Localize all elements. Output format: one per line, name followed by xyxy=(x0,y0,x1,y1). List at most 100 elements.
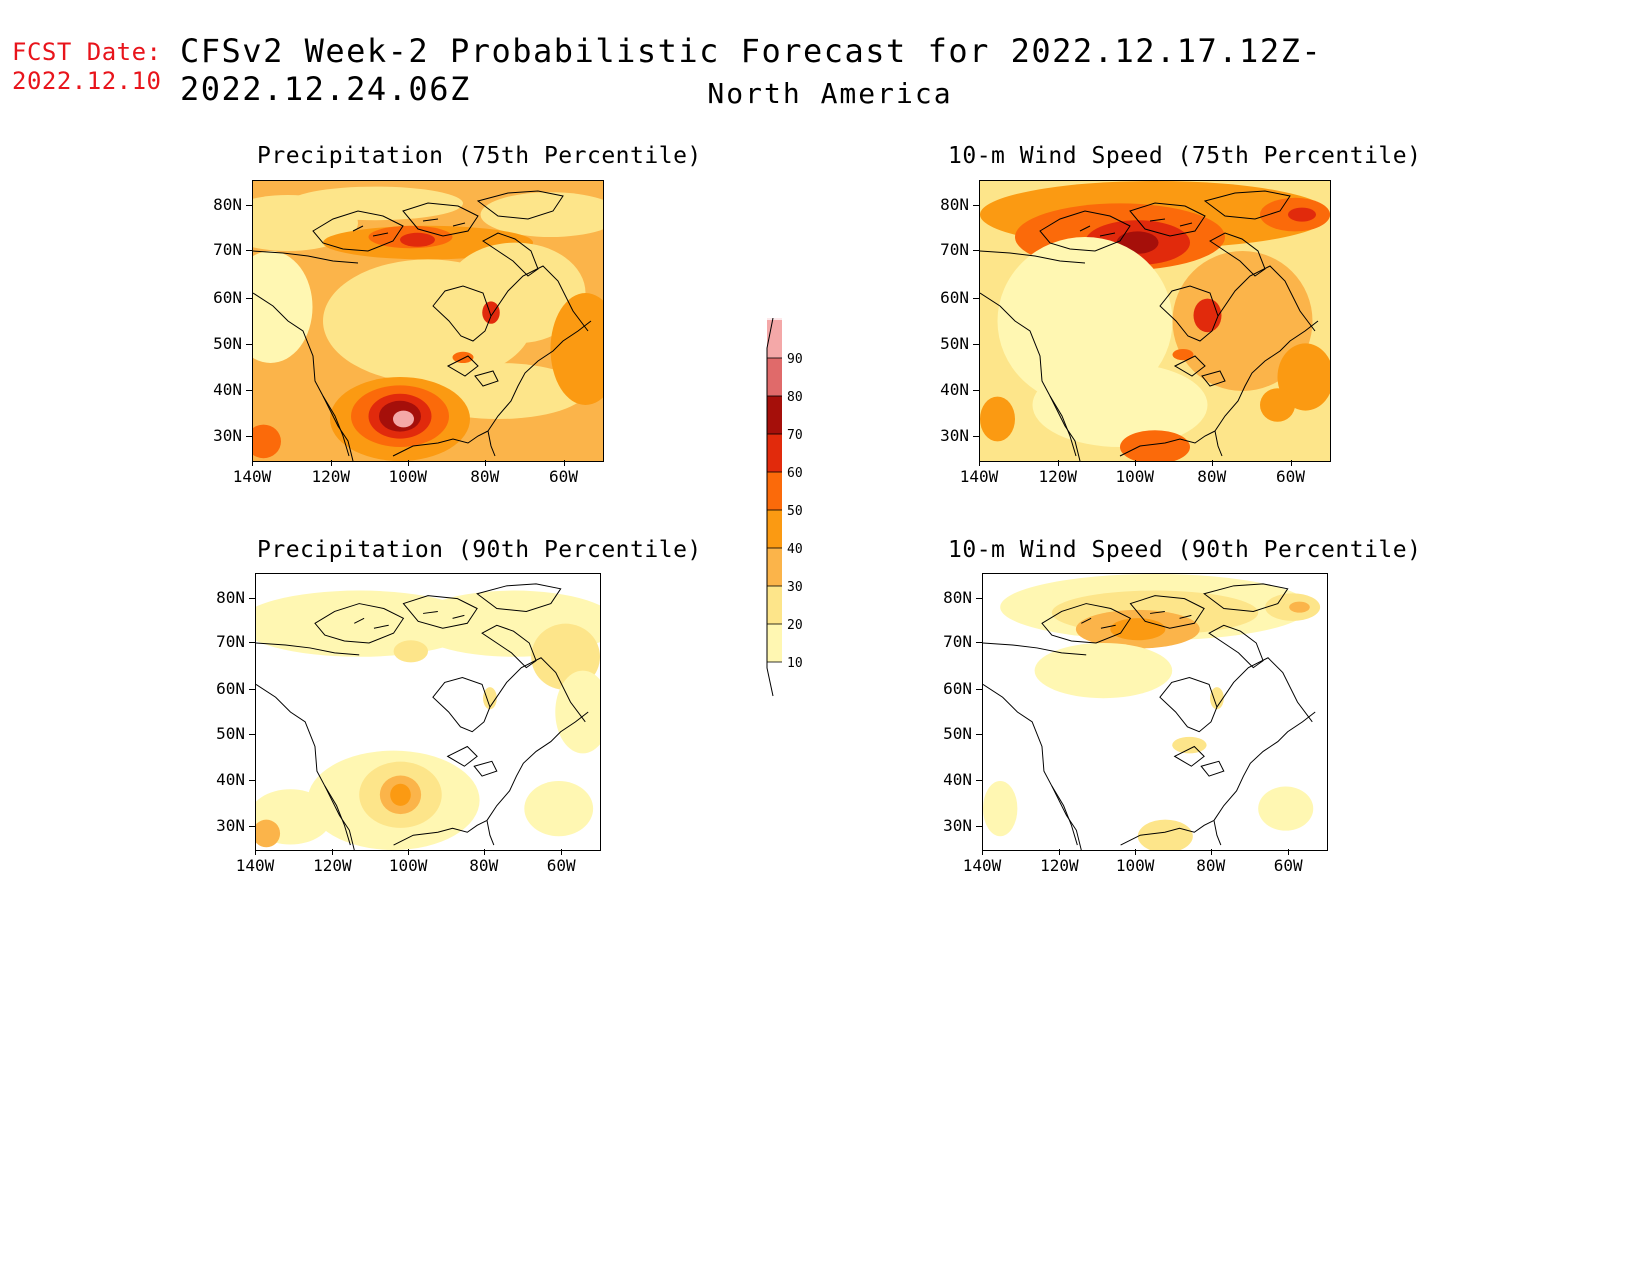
coastline-segment xyxy=(432,676,491,733)
probability-shading xyxy=(524,781,594,837)
colorbar-tick-label: 70 xyxy=(787,428,803,443)
longitude-label: 100W xyxy=(1115,856,1155,875)
latitude-label: 50N xyxy=(940,333,969,353)
longitude-tick xyxy=(561,849,563,855)
longitude-tick xyxy=(1210,849,1212,855)
longitude-label: 80W xyxy=(470,467,500,486)
colorbar-tick-label: 80 xyxy=(787,390,803,405)
longitude-label: 60W xyxy=(546,856,576,875)
latitude-label: 50N xyxy=(216,724,245,744)
longitude-tick xyxy=(483,849,485,855)
coastline-segment xyxy=(1129,202,1206,237)
longitude-tick xyxy=(408,849,410,855)
latitude-tick xyxy=(249,688,255,690)
coastline-segment xyxy=(446,745,498,777)
colorbar: 10 20 30 40 50 60 70 80 90 xyxy=(765,282,825,698)
latitude-label: 30N xyxy=(940,426,969,446)
longitude-label: 120W xyxy=(1038,467,1078,486)
latitude-label: 80N xyxy=(216,587,245,607)
coastline-segment xyxy=(1173,745,1225,777)
latitude-label: 80N xyxy=(943,587,972,607)
coastline-segment xyxy=(1214,320,1319,457)
coastline-segment xyxy=(476,190,564,220)
coastline-segment xyxy=(253,250,359,264)
probability-shading xyxy=(256,819,281,848)
longitude-tick xyxy=(1288,849,1290,855)
latitude-label: 70N xyxy=(213,240,242,259)
latitude-label: 70N xyxy=(943,632,972,651)
coastline-segment xyxy=(1209,232,1266,277)
probability-shading xyxy=(1137,819,1193,850)
coastline-segment xyxy=(481,624,537,669)
coastline-segment xyxy=(432,285,492,342)
longitude-label: 60W xyxy=(1273,856,1303,875)
coastline-segment xyxy=(1173,355,1226,387)
colorbar-swatch xyxy=(767,586,782,624)
latitude-label: 30N xyxy=(943,815,972,835)
probability-shading xyxy=(1258,786,1314,831)
latitude-label: 60N xyxy=(213,287,242,307)
coastline-segment xyxy=(1049,395,1077,457)
probability-shading xyxy=(1172,736,1207,754)
latitude-tick xyxy=(973,436,979,438)
latitude-label: 40N xyxy=(943,770,972,789)
longitude-tick xyxy=(1057,460,1059,466)
probability-shading xyxy=(390,783,411,806)
latitude-tick xyxy=(976,597,982,599)
precip-75-map xyxy=(252,180,604,462)
coastline-segment xyxy=(1203,190,1291,220)
latitude-label: 60N xyxy=(940,287,969,307)
latitude-tick xyxy=(973,343,979,345)
coastline-segment xyxy=(324,785,351,846)
latitude-tick xyxy=(249,642,255,643)
probability-shading xyxy=(1289,601,1310,613)
coastline xyxy=(983,583,1316,850)
colorbar-tick-label: 10 xyxy=(787,656,803,671)
longitude-label: 120W xyxy=(313,856,352,875)
colorbar-swatch xyxy=(767,282,782,320)
colorbar-outline xyxy=(766,317,774,697)
panel-title: Precipitation (90th Percentile) xyxy=(257,537,702,563)
probability-shading xyxy=(1288,207,1316,222)
coastline-segment xyxy=(1039,210,1131,252)
latitude-tick xyxy=(973,297,979,299)
probability-shading xyxy=(1172,251,1313,391)
longitude-label: 80W xyxy=(1197,467,1227,486)
coastline-segment xyxy=(1081,610,1192,629)
longitude-label: 100W xyxy=(388,467,428,486)
coastline-segment xyxy=(392,430,489,457)
latitude-tick xyxy=(976,734,982,736)
probability-shading xyxy=(1110,618,1166,641)
longitude-tick xyxy=(1211,460,1213,466)
latitude-tick xyxy=(973,250,979,251)
coastline-segment xyxy=(1051,785,1078,846)
panel-title: 10-m Wind Speed (90th Percentile) xyxy=(948,537,1422,563)
latitude-tick xyxy=(976,780,982,781)
latitude-tick xyxy=(976,688,982,690)
latitude-tick xyxy=(976,642,982,643)
latitude-label: 40N xyxy=(940,380,969,399)
coastline-segment xyxy=(1120,819,1215,846)
latitude-tick xyxy=(973,205,979,207)
latitude-label: 80N xyxy=(213,195,242,215)
longitude-tick xyxy=(1135,849,1137,855)
coastline-segment xyxy=(402,202,479,237)
probability-shading xyxy=(256,590,480,657)
probability-shading xyxy=(983,781,1018,837)
coastline-segment xyxy=(1217,265,1316,332)
probability-shading xyxy=(1277,343,1330,411)
probability-shading xyxy=(1034,643,1173,699)
latitude-label: 30N xyxy=(213,426,242,446)
map-field xyxy=(256,574,600,850)
longitude-tick xyxy=(563,460,565,466)
probability-shading xyxy=(550,293,603,405)
latitude-tick xyxy=(246,343,252,345)
longitude-label: 100W xyxy=(1115,467,1155,486)
coastline-segment xyxy=(1041,603,1132,644)
probability-shading xyxy=(997,237,1173,405)
probability-shading xyxy=(452,351,474,363)
latitude-label: 40N xyxy=(216,770,245,789)
region-subtitle: North America xyxy=(707,77,953,110)
coastline-segment xyxy=(322,395,350,457)
longitude-tick xyxy=(407,460,409,466)
